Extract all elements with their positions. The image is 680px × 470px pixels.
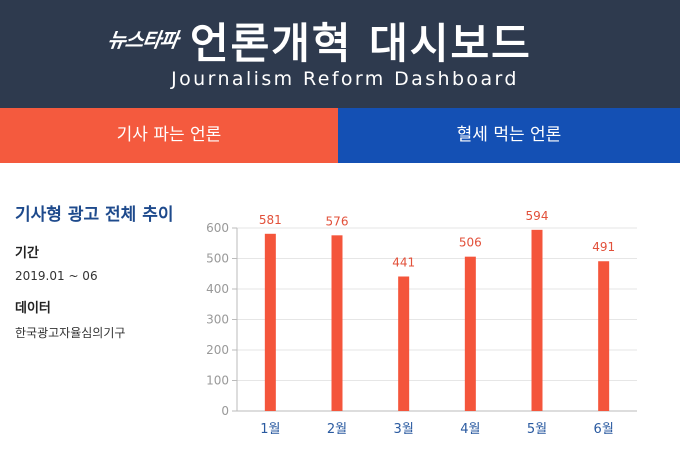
- data-label: 441: [392, 255, 415, 269]
- y-tick-label: 300: [206, 313, 229, 327]
- bar-6: [598, 261, 610, 411]
- data-label: 581: [259, 213, 282, 227]
- x-tick-label: 6월: [594, 422, 614, 437]
- page-subtitle: Journalism Reform Dashboard: [171, 68, 519, 90]
- data-label: 576: [326, 214, 349, 228]
- newstapa-logo[interactable]: 뉴스타파: [106, 28, 180, 52]
- period-label: 기간: [15, 246, 39, 261]
- tab-tax-eating[interactable]: 혈세 먹는 언론: [338, 108, 680, 163]
- x-tick-label: 2월: [327, 422, 347, 437]
- header: 뉴스타파 언론개혁 대시보드 Journalism Reform Dashboa…: [0, 0, 680, 108]
- bar-chart: 0 100 200 300 400 500 600 581 1월 576 2월 441 3월 506 4월 5…: [206, 209, 637, 437]
- data-label: 491: [592, 240, 615, 254]
- tab-selling-articles[interactable]: 기사 파는 언론: [0, 108, 338, 163]
- bar-2: [331, 235, 343, 411]
- y-tick-label: 0: [221, 404, 229, 418]
- y-tick-label: 400: [206, 282, 229, 296]
- y-tick-label: 500: [206, 252, 229, 266]
- bar-3: [398, 276, 410, 411]
- tab-bar: 기사 파는 언론 혈세 먹는 언론: [0, 108, 680, 163]
- info-panel: 기사형 광고 전체 추이 기간 2019.01 ~ 06 데이터 한국광고자율심…: [15, 203, 185, 341]
- y-tick-label: 100: [206, 374, 229, 388]
- data-source-value: 한국광고자율심의기구: [15, 326, 126, 340]
- y-tick-label: 200: [206, 343, 229, 357]
- bar-4: [464, 256, 476, 411]
- data-label: 594: [526, 209, 549, 223]
- page-title: 언론개혁 대시보드: [190, 19, 532, 68]
- x-tick-label: 1월: [260, 422, 280, 437]
- x-tick-label: 4월: [460, 422, 480, 437]
- period-value: 2019.01 ~ 06: [15, 269, 98, 283]
- y-tick-label: 600: [206, 221, 229, 235]
- x-tick-label: 5월: [527, 422, 547, 437]
- chart-heading: 기사형 광고 전체 추이: [15, 205, 174, 225]
- bar-5: [531, 229, 543, 411]
- data-source-label: 데이터: [15, 301, 51, 316]
- x-tick-label: 3월: [394, 422, 414, 437]
- bar-1: [264, 233, 276, 411]
- data-label: 506: [459, 236, 482, 250]
